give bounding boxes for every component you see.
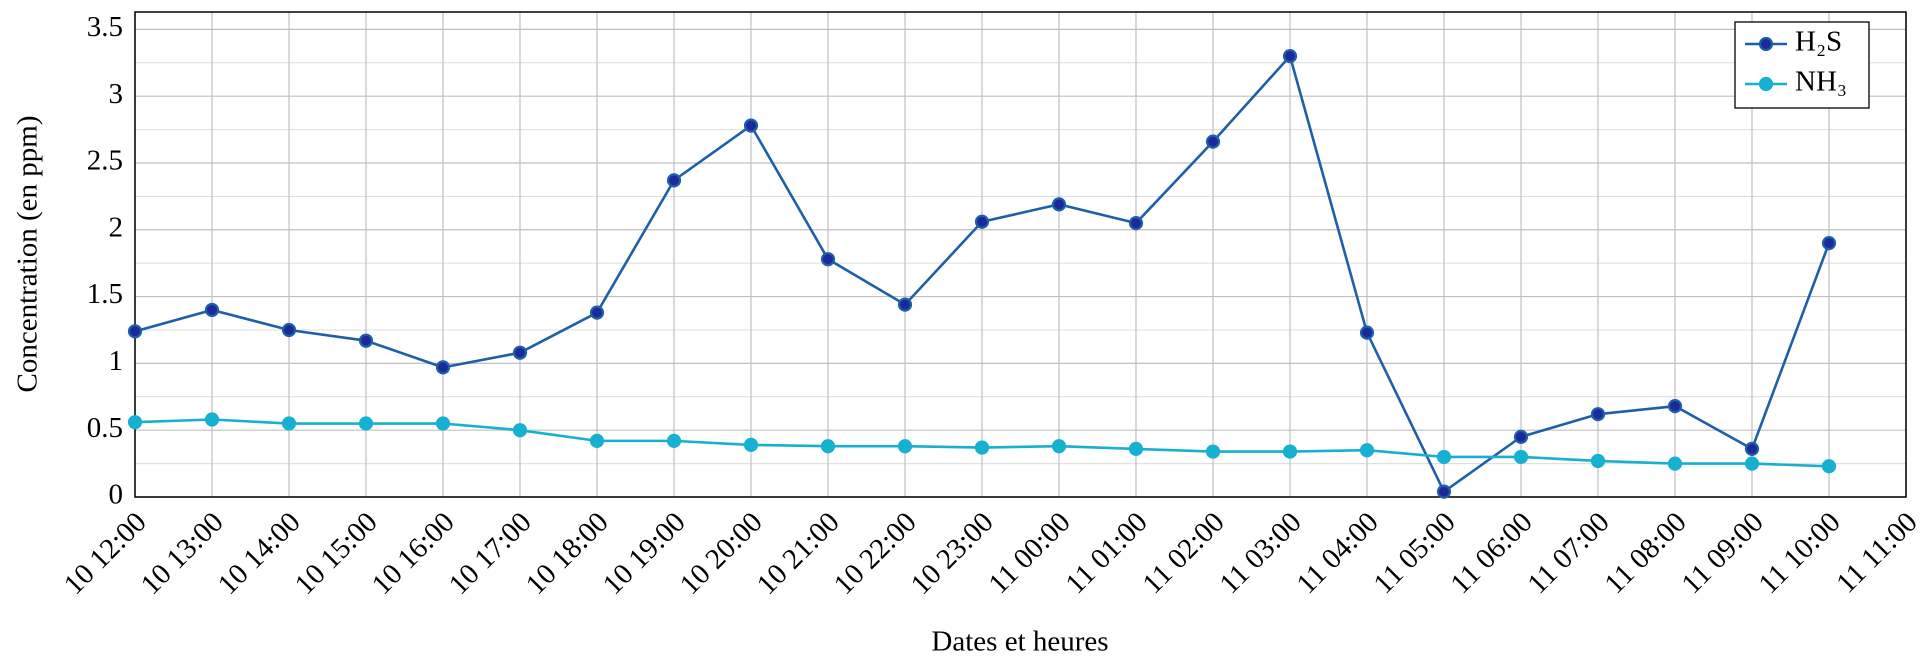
point	[435, 360, 451, 375]
point	[1051, 439, 1067, 454]
x-tick-label: 11 00:00	[982, 506, 1076, 600]
x-tick-label: 11 02:00	[1136, 506, 1230, 600]
point	[820, 252, 836, 267]
point	[589, 433, 605, 448]
legend-label: NH₃	[1795, 66, 1847, 98]
x-tick-label: 10 13:00	[135, 506, 230, 601]
point	[1667, 399, 1683, 414]
x-tick-label: 10 12:00	[58, 506, 153, 601]
legend-marker	[1758, 76, 1774, 92]
x-tick-label: 11 05:00	[1367, 506, 1461, 600]
x-tick-label: 10 18:00	[520, 506, 615, 601]
y-tick-label: 3	[109, 78, 124, 110]
point	[127, 324, 143, 339]
point	[743, 437, 759, 452]
legend-label: H₂S	[1795, 26, 1842, 58]
point	[1205, 444, 1221, 459]
x-tick-label: 11 11:00	[1830, 506, 1921, 599]
point	[435, 416, 451, 431]
point	[666, 433, 682, 448]
point	[666, 173, 682, 188]
x-tick-label: 11 10:00	[1752, 506, 1846, 600]
point	[1590, 407, 1606, 422]
point	[820, 439, 836, 454]
x-tick-label: 10 21:00	[751, 506, 846, 601]
point	[1744, 441, 1760, 457]
point	[1128, 441, 1144, 457]
point	[281, 322, 297, 338]
point	[589, 305, 605, 320]
legend-marker	[1758, 36, 1774, 52]
point	[1128, 216, 1144, 231]
point	[1590, 453, 1606, 469]
y-tick-label: 3.5	[87, 11, 123, 43]
point	[512, 423, 528, 438]
point	[1513, 429, 1529, 444]
point	[1821, 459, 1837, 474]
x-tick-label: 10 20:00	[674, 506, 769, 601]
point	[743, 118, 759, 133]
point	[897, 297, 913, 312]
point	[204, 412, 220, 427]
x-tick-label: 11 04:00	[1290, 506, 1384, 600]
y-tick-label: 0	[109, 479, 124, 511]
point	[512, 345, 528, 360]
point	[1205, 134, 1221, 149]
x-tick-label: 10 23:00	[905, 506, 1000, 601]
point	[127, 415, 143, 430]
point	[1436, 484, 1452, 499]
y-tick-label: 0.5	[87, 412, 123, 444]
x-tick-label: 10 15:00	[289, 506, 384, 601]
point	[1051, 197, 1067, 212]
x-tick-label: 10 17:00	[443, 506, 538, 601]
point	[1821, 236, 1837, 251]
y-tick-label: 2.5	[87, 145, 123, 177]
y-tick-label: 1.5	[87, 278, 123, 310]
x-tick-label: 11 06:00	[1444, 506, 1538, 600]
point	[1744, 456, 1760, 471]
point	[358, 416, 374, 431]
point	[897, 439, 913, 454]
point	[1513, 449, 1529, 465]
x-tick-label: 11 09:00	[1675, 506, 1769, 600]
point	[1436, 449, 1452, 465]
point	[974, 440, 990, 455]
point	[281, 416, 297, 431]
legend: H₂S NH₃	[1734, 21, 1870, 109]
x-tick-label: 10 14:00	[212, 506, 307, 601]
y-axis-label: Concentration (en ppm)	[12, 115, 44, 392]
point	[974, 214, 990, 229]
point	[1282, 48, 1298, 64]
x-tick-label: 11 03:00	[1213, 506, 1307, 600]
point	[204, 302, 220, 318]
x-tick-label: 11 07:00	[1521, 506, 1615, 600]
plot-frame	[134, 11, 1907, 498]
y-tick-label: 1	[109, 345, 124, 377]
point	[1359, 443, 1375, 458]
x-axis-label: Dates et heures	[931, 626, 1108, 658]
x-tick-label: 11 01:00	[1059, 506, 1153, 600]
x-tick-label: 10 16:00	[366, 506, 461, 601]
point	[1282, 444, 1298, 459]
x-tick-label: 10 22:00	[828, 506, 923, 601]
y-tick-label: 2	[109, 211, 124, 243]
x-tick-label: 10 19:00	[597, 506, 692, 601]
x-tick-label: 11 08:00	[1598, 506, 1692, 600]
point	[1359, 325, 1375, 340]
legend-box	[1734, 21, 1870, 109]
point	[358, 333, 374, 348]
point	[1667, 456, 1683, 471]
